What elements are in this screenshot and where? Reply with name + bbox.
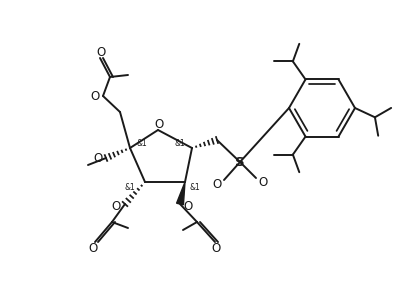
- Text: O: O: [211, 242, 220, 255]
- Text: O: O: [258, 177, 268, 190]
- Text: O: O: [90, 90, 100, 103]
- Text: &1: &1: [189, 183, 200, 192]
- Text: S: S: [235, 156, 245, 170]
- Polygon shape: [176, 182, 185, 205]
- Text: &1: &1: [136, 139, 147, 147]
- Text: O: O: [213, 179, 222, 192]
- Text: O: O: [93, 153, 102, 166]
- Text: O: O: [96, 46, 105, 58]
- Text: O: O: [155, 118, 164, 130]
- Text: O: O: [88, 242, 97, 255]
- Text: &1: &1: [175, 139, 185, 147]
- Text: O: O: [111, 200, 121, 213]
- Text: &1: &1: [125, 183, 135, 192]
- Text: O: O: [184, 200, 193, 213]
